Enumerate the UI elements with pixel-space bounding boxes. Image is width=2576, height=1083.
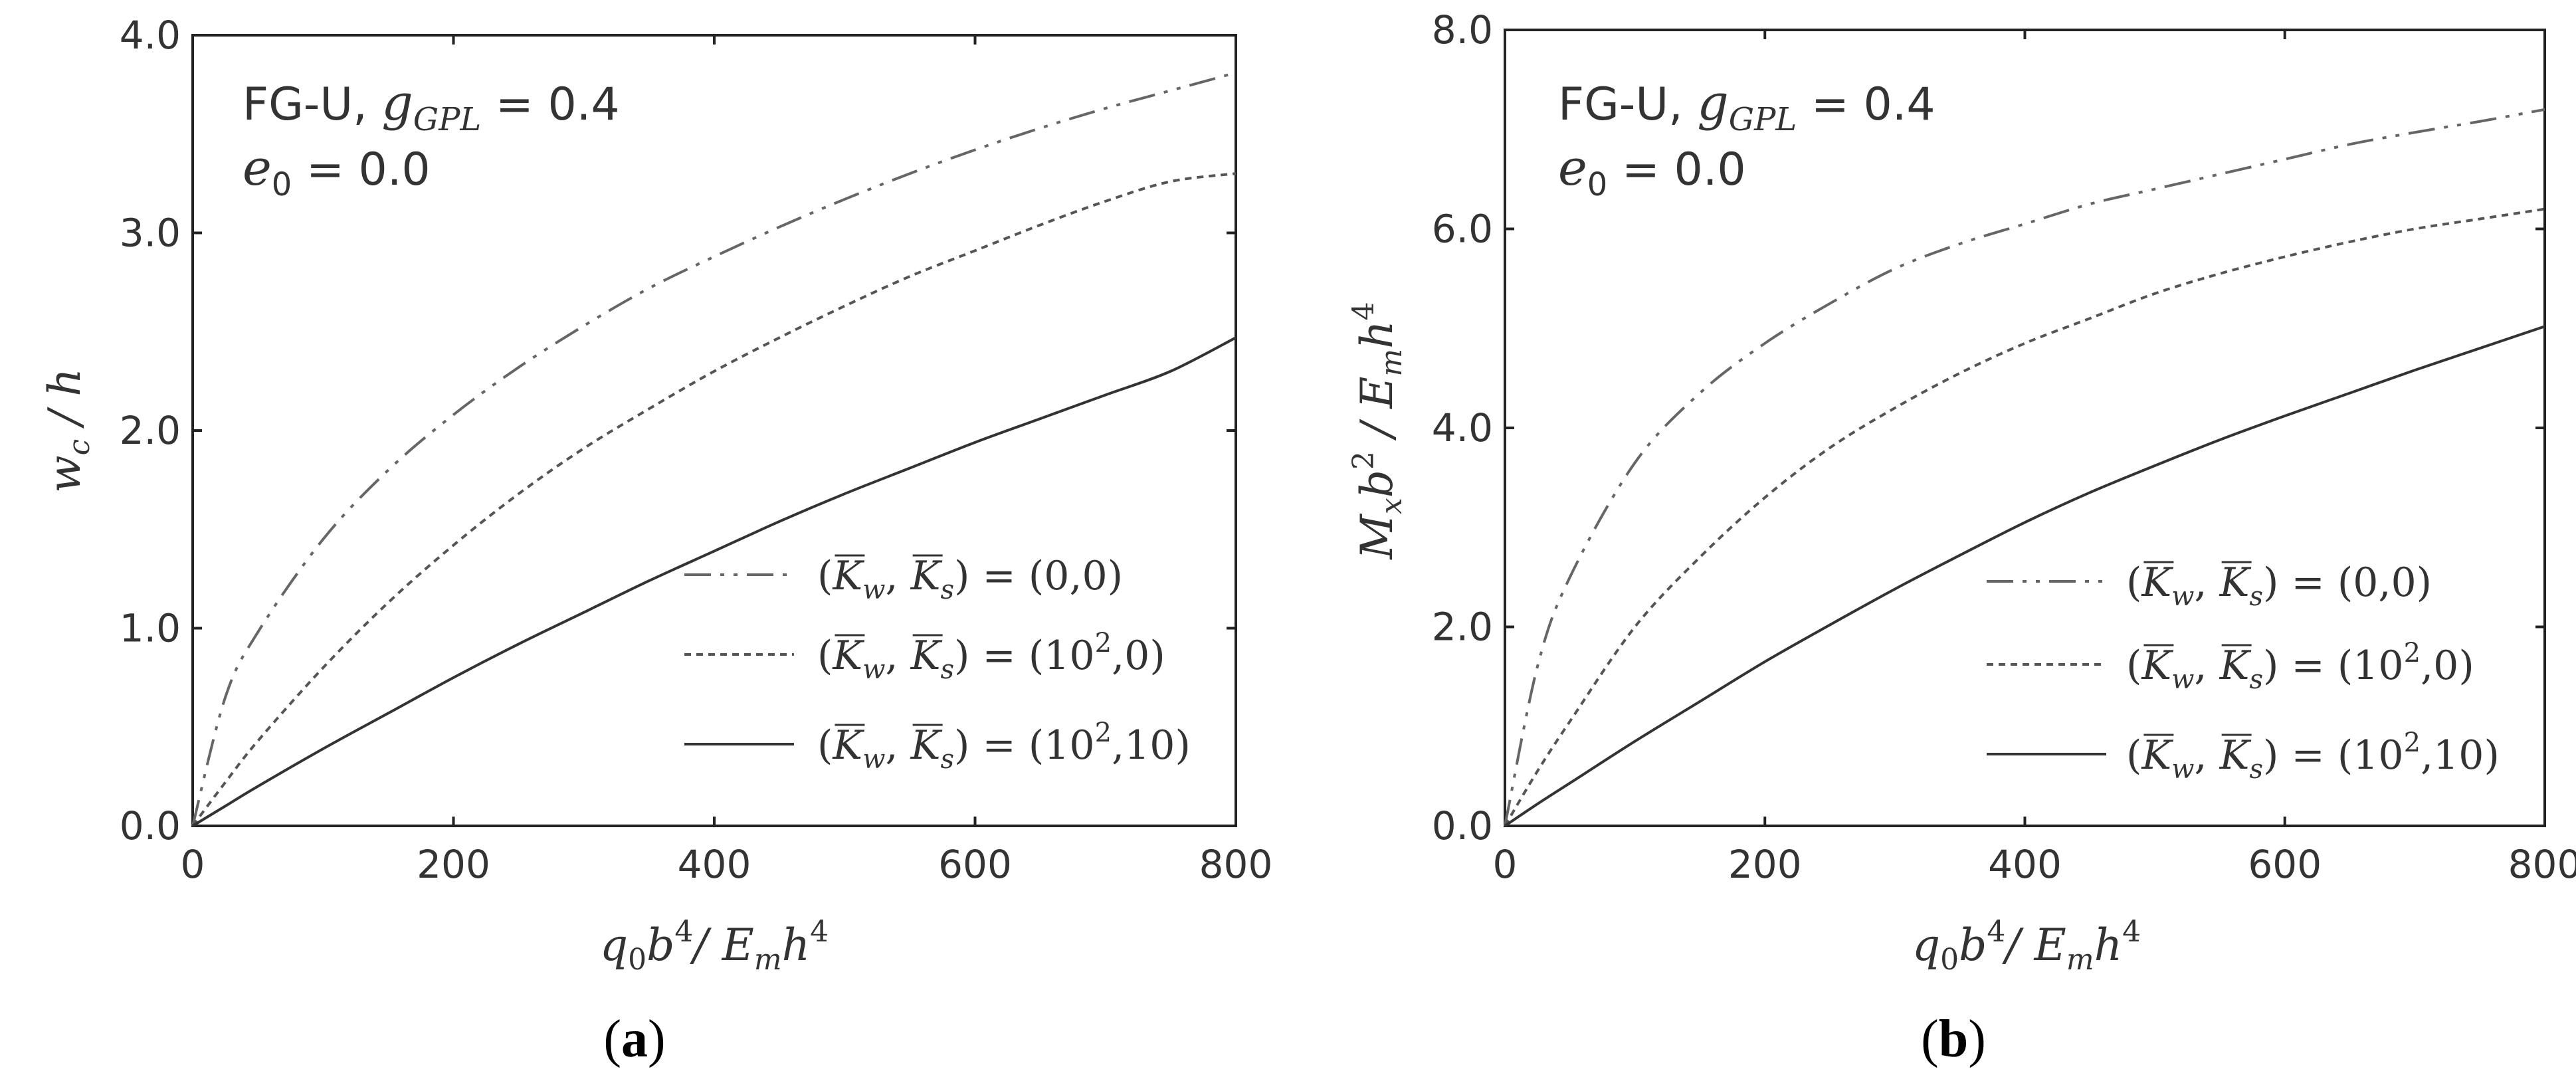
series-group-a — [191, 71, 1237, 827]
x-tick-label: 400 — [678, 842, 751, 887]
legend-entry-label: (Kw, Ks) = (102,10) — [817, 718, 1191, 775]
series-group-b — [1504, 108, 2545, 827]
y-tick-label: 2.0 — [120, 408, 181, 453]
y-tick-label: 8.0 — [1432, 7, 1493, 52]
chart-panel-b: 0 200 400 600 800 0.0 2.0 4.0 6.0 8.0 FG-U, gGPL … — [1347, 7, 2576, 1068]
series-line-solid — [1504, 325, 2545, 827]
legend-b: (Kw, Ks) = (0,0) (Kw, Ks) = (102,0) (Kw, K… — [1987, 559, 2500, 785]
x-tick-label: 200 — [417, 842, 490, 887]
axis-ticks-b: 0 200 400 600 800 0.0 2.0 4.0 6.0 8.0 — [1432, 7, 2576, 887]
panel-label-b: (b) — [1921, 1010, 1986, 1068]
annotation-line-1-b: FG-U, gGPL = 0.4 — [1558, 74, 1935, 138]
legend-entry-label: (Kw, Ks) = (0,0) — [817, 553, 1123, 605]
x-tick-label: 600 — [2248, 842, 2322, 887]
x-axis-label-b: q0b4/ Emh4 — [1912, 915, 2141, 977]
legend-entry-label: (Kw, Ks) = (102,0) — [817, 628, 1165, 685]
y-tick-label: 4.0 — [120, 13, 181, 58]
y-tick-label: 0.0 — [1432, 803, 1493, 848]
y-tick-label: 3.0 — [120, 211, 181, 256]
x-tick-label: 0 — [1493, 842, 1518, 887]
y-tick-label: 2.0 — [1432, 605, 1493, 650]
svg-text:(Kw, Ks) = (102,0): (Kw, Ks) = (102,0) — [2126, 638, 2474, 695]
y-tick-label: 4.0 — [1432, 405, 1493, 450]
series-line-solid — [191, 336, 1237, 827]
legend-entry-label: (Kw, Ks) = (102,10) — [2126, 728, 2500, 785]
series-line-dashed — [191, 172, 1237, 827]
x-tick-label: 0 — [181, 842, 205, 887]
y-axis-label-a: wc / h — [39, 368, 96, 493]
svg-text:(Kw, Ks) = (102,0): (Kw, Ks) = (102,0) — [817, 628, 1165, 685]
svg-text:(Kw, Ks) = (0,0): (Kw, Ks) = (0,0) — [2126, 559, 2432, 612]
x-tick-label: 200 — [1728, 842, 1802, 887]
x-tick-label: 800 — [2508, 842, 2576, 887]
y-tick-label: 0.0 — [120, 803, 181, 848]
x-tick-label: 600 — [938, 842, 1012, 887]
legend-a: (Kw, Ks) = (0,0) (Kw, Ks) = (102,0) (Kw, K… — [684, 553, 1191, 775]
x-tick-label: 800 — [1199, 842, 1273, 887]
y-tick-label: 6.0 — [1432, 207, 1493, 252]
x-axis-label-a: q0b4/ Emh4 — [600, 915, 829, 977]
y-tick-label: 1.0 — [120, 606, 181, 651]
series-line-dash-dot — [1504, 108, 2545, 827]
chart-panel-a: 0 200 400 600 800 0.0 1.0 2.0 3.0 4.0 FG-U, gGPL … — [39, 13, 1272, 1068]
svg-text:(Kw, Ks) = (102,10): (Kw, Ks) = (102,10) — [817, 718, 1191, 775]
series-line-dashed — [1504, 207, 2545, 827]
annotation-line-2-a: e0 = 0.0 — [243, 140, 431, 203]
axis-ticks-a: 0 200 400 600 800 0.0 1.0 2.0 3.0 4.0 — [120, 13, 1273, 887]
annotation-line-1-a: FG-U, gGPL = 0.4 — [243, 74, 620, 138]
svg-text:(Kw, Ks) = (0,0): (Kw, Ks) = (0,0) — [817, 553, 1123, 605]
series-line-dash-dot — [191, 71, 1237, 827]
panel-label-a: (a) — [603, 1010, 665, 1068]
svg-text:(Kw, Ks) = (102,10): (Kw, Ks) = (102,10) — [2126, 728, 2500, 785]
annotation-line-2-b: e0 = 0.0 — [1558, 140, 1746, 203]
legend-entry-label: (Kw, Ks) = (0,0) — [2126, 559, 2432, 612]
legend-entry-label: (Kw, Ks) = (102,0) — [2126, 638, 2474, 695]
y-axis-label-b: Mxb2 / Emh4 — [1347, 302, 1409, 559]
x-tick-label: 400 — [1988, 842, 2062, 887]
